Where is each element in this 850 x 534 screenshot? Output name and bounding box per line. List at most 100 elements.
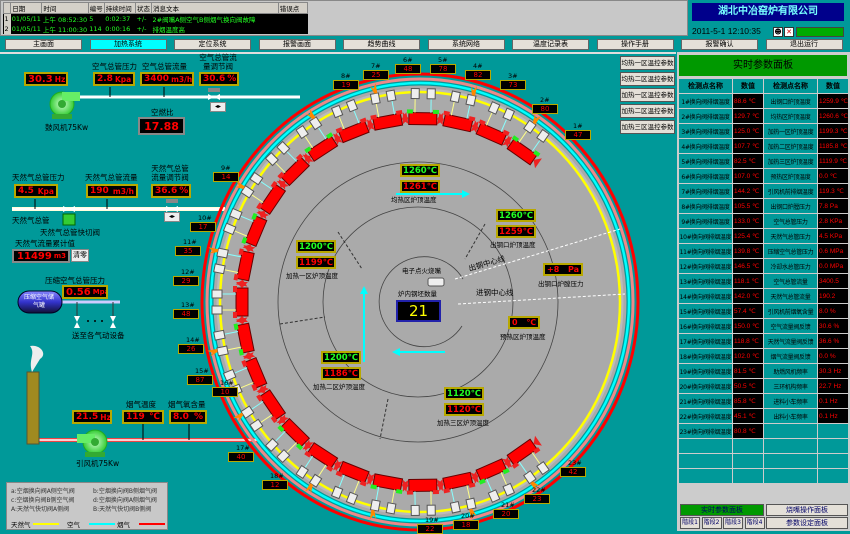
value-text: 85.8 [734,398,747,405]
nav-button[interactable]: 温度记录表 [512,39,589,50]
tab-burner-panel[interactable]: 烧嘴操作面板 [766,504,848,516]
burner-nozzle-b-icon [386,90,396,101]
alarm-col-header[interactable]: 状态 [136,3,152,14]
alarm-state: +/- [136,24,152,34]
burner-nozzle-b-icon [370,500,380,511]
tab-realtime-panel[interactable]: 实时参数面板 [680,504,764,516]
preheat-temp-label: 预热区炉顶温度 [500,331,546,341]
parameter-value: 7.8 Pa [818,199,848,213]
nav-button[interactable]: 主画面 [5,39,82,50]
value-unit: KPa [830,233,842,240]
burner-number-label: 4# [473,62,483,70]
value-text: 0.0 [819,263,828,270]
nav-button[interactable]: 报警画面 [259,39,336,50]
nav-button[interactable]: 退出运行 [766,39,843,50]
igniter-label: 电子点火烧嘴 [402,265,441,275]
flue-temp-value: 119℃ [122,410,164,424]
parameter-value: 125.0 ℃ [733,124,763,138]
nav-button[interactable]: 趋势曲线 [343,39,420,50]
nav-button[interactable]: 系统网络 [428,39,505,50]
value-unit: ℃ [752,128,759,135]
value-text: 107.0 [734,173,750,180]
step-button[interactable]: 階段3 [723,517,743,529]
burner-exhaust-temp: 82 [465,70,491,80]
parameter-value: 0.0 MPa [818,259,848,273]
parameter-value: 142.0 ℃ [733,289,763,303]
parameter-value: 129.7 ℃ [733,109,763,123]
value-text: 50.5 [734,383,747,390]
value-text: 82.5 [734,158,747,165]
parameter-name: 11#换向阀排烟温度 [679,244,732,258]
burner-number-label: 18# [270,472,284,480]
parameter-name: 烟气流量阀反馈 [764,349,817,363]
blower-fan-icon[interactable] [50,92,80,119]
burner-exhaust-temp: 25 [363,70,389,80]
alarm-idx: 1 [4,14,11,25]
alarm-col-header[interactable]: 时间 [42,3,88,14]
value-text: 57.4 [734,308,747,315]
value-unit: ℃ [837,188,844,195]
alarm-col-header[interactable]: 持续时间 [104,3,135,14]
zone-param-button[interactable]: 均热一区温控参数 [620,56,675,70]
parameter-name: 引风机前排烟温度 [764,184,817,198]
nav-button[interactable]: 报警确认 [681,39,758,50]
burner-nozzle-a-icon [411,88,419,98]
value-unit: ℃ [748,98,755,105]
value-unit: ℃ [748,368,755,375]
empty-cell [818,454,848,468]
alarm-col-header[interactable]: 编号 [88,3,104,14]
zone-param-button[interactable]: 均热二区温控参数 [620,72,675,86]
legend-air-line [89,523,115,525]
zone-param-button[interactable]: 加热一区温控参数 [620,88,675,102]
zone-param-button[interactable]: 加热二区温控参数 [620,104,675,118]
tab-settings-panel[interactable]: 参数设定面板 [766,517,848,529]
zone-param-button[interactable]: 加热三区温控参数 [620,120,675,134]
step-button[interactable]: 階段4 [745,517,765,529]
value-text: 139.8 [734,248,750,255]
reset-total-button[interactable]: 清零 [71,249,89,262]
alarm-col-header[interactable]: 错误点 [278,3,307,14]
gas-valve-stepper[interactable]: ◂▸ [164,212,180,222]
company-title: 湖北中冶窑炉有限公司 [692,3,844,21]
air-valve-stepper[interactable]: ◂▸ [210,102,226,112]
user-logout-icon[interactable]: ✕ [784,27,794,37]
value-text: 190.2 [819,293,835,300]
value-text: 129.7 [734,113,750,120]
air-fuel-ratio-value: 17.88 [138,117,185,135]
alarm-no: 114 [88,24,104,34]
value-unit: ℃ [748,428,755,435]
step-button[interactable]: 階段2 [702,517,722,529]
preheat-temp-value: 0℃ [508,316,540,329]
step-button[interactable]: 階段1 [680,517,700,529]
induced-fan-icon[interactable] [77,430,107,457]
burner-number-label: 11# [183,238,197,246]
h2-setpoint: 1200℃ [321,351,361,364]
alarm-time: 上午 11:00:30 [42,24,88,34]
nav-button[interactable]: 操作手册 [597,39,674,50]
burner-exhaust-temp: 14 [213,172,239,182]
nav-button[interactable]: 加热系统 [90,39,167,50]
alarm-col-header[interactable]: 消息文本 [152,3,279,14]
nav-button[interactable]: 定位系统 [174,39,251,50]
empty-cell [764,424,817,438]
burner-nozzle-b-icon [212,290,222,298]
value-unit: Hz [833,368,841,375]
parameter-name: 出钢口炉膛压力 [764,199,817,213]
value-text: 0.1 [819,413,828,420]
entry-centerline-label: 进钢中心线 [476,287,514,298]
burner-number-label: 10# [198,214,212,222]
value-text: 36.6 [819,338,832,345]
parameter-name: 23#换向阀排烟温度 [679,424,732,438]
empty-cell [764,469,817,483]
alarm-date: 01/05/11 [11,14,42,25]
user-icon[interactable]: ☻ [773,27,783,37]
burner-nozzle-b-icon [450,502,460,513]
alarm-col-header[interactable]: 日期 [11,3,42,14]
parameter-value: 1119.9 ℃ [818,154,848,168]
value-unit: ℃ [752,143,759,150]
